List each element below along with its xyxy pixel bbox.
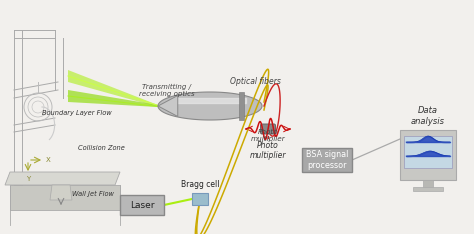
Text: Y: Y <box>26 176 30 182</box>
Text: Bragg cell: Bragg cell <box>181 180 219 189</box>
Text: BSA signal
processor: BSA signal processor <box>306 150 348 170</box>
Polygon shape <box>158 95 178 117</box>
Text: Boundary Layer Flow: Boundary Layer Flow <box>42 110 111 116</box>
Polygon shape <box>68 90 158 107</box>
Text: Photo
multiplier: Photo multiplier <box>250 141 286 160</box>
FancyBboxPatch shape <box>261 124 275 134</box>
FancyBboxPatch shape <box>120 195 164 215</box>
Polygon shape <box>158 92 262 120</box>
Text: Photo
multiplier: Photo multiplier <box>251 129 285 143</box>
Polygon shape <box>10 185 120 210</box>
Bar <box>413 187 443 191</box>
Text: Optical fibers: Optical fibers <box>229 77 281 87</box>
Bar <box>423 180 433 188</box>
Bar <box>404 136 452 168</box>
Polygon shape <box>68 70 158 107</box>
FancyBboxPatch shape <box>400 130 456 180</box>
FancyBboxPatch shape <box>192 193 208 205</box>
FancyBboxPatch shape <box>302 148 352 172</box>
Text: Wall Jet Flow: Wall Jet Flow <box>72 191 114 197</box>
Bar <box>238 92 244 120</box>
Polygon shape <box>50 185 72 200</box>
Text: Laser: Laser <box>130 201 154 209</box>
Text: Transmitting /
receiving optics: Transmitting / receiving optics <box>139 84 195 97</box>
Text: X: X <box>46 157 51 163</box>
Text: Collision Zone: Collision Zone <box>78 145 125 151</box>
Text: Data
analysis: Data analysis <box>411 106 445 126</box>
Polygon shape <box>5 172 120 185</box>
